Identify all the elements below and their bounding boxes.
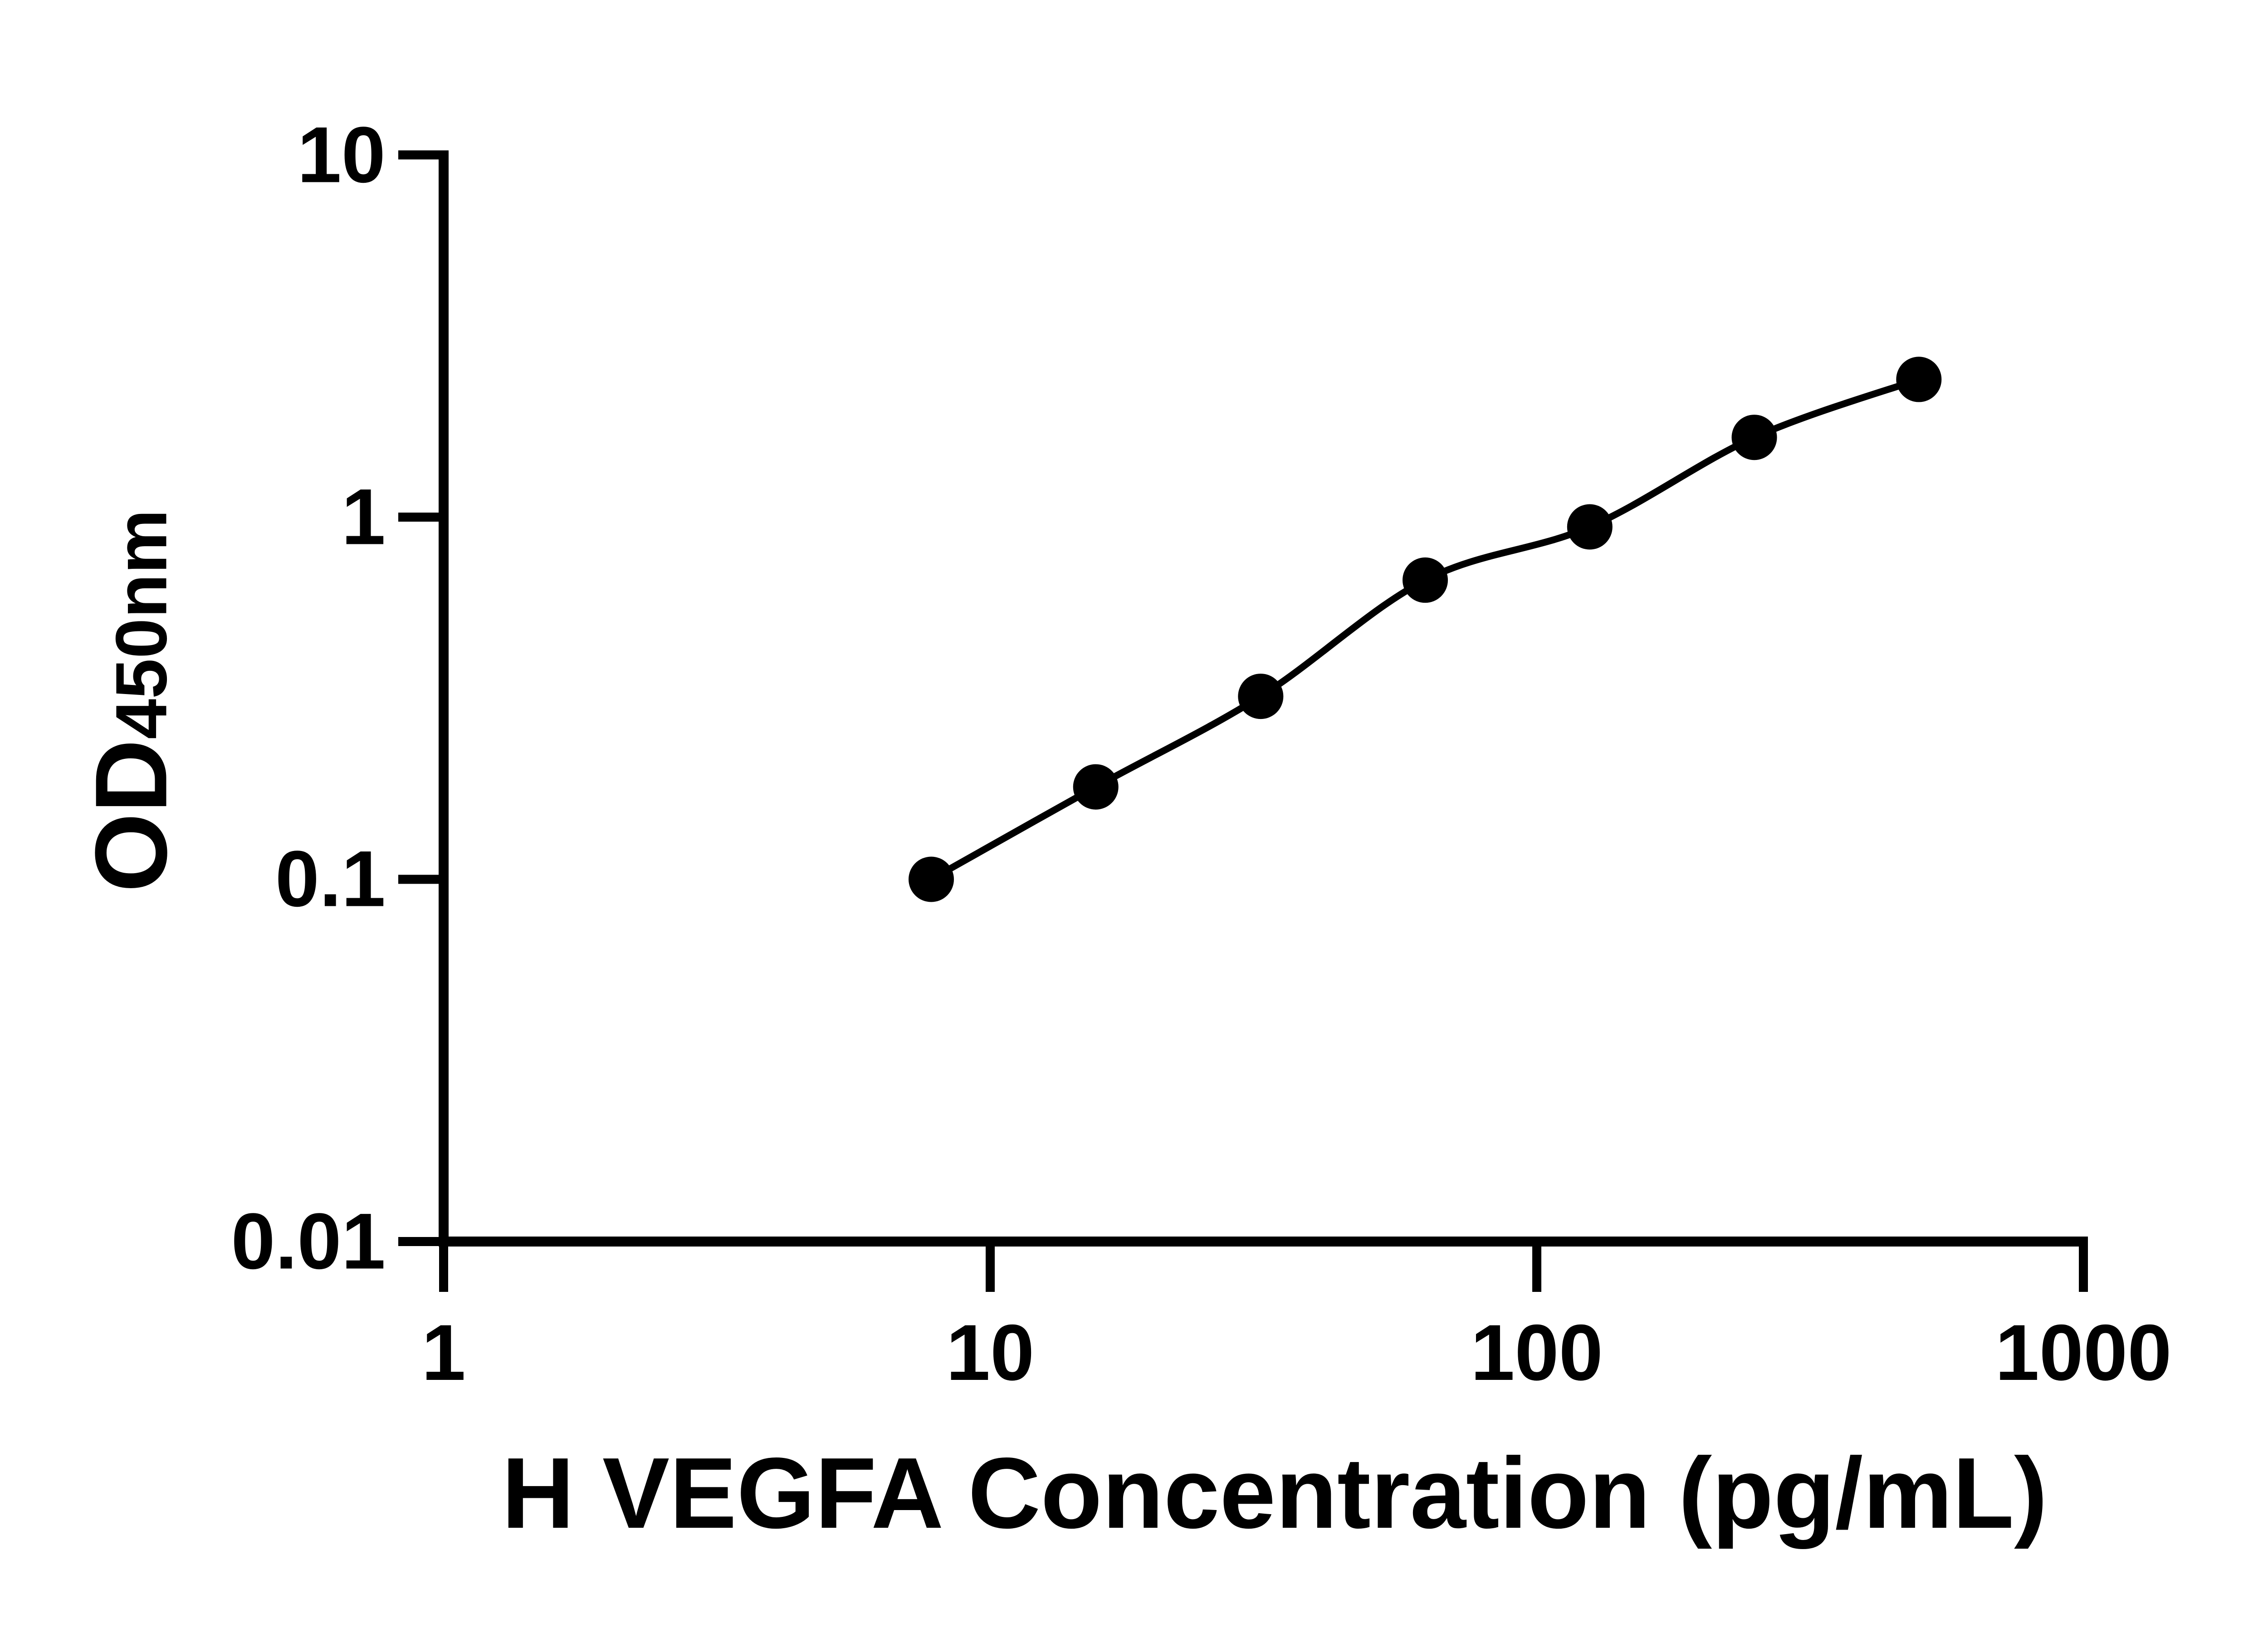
data-point-250 — [1731, 415, 1777, 460]
y-tick-label-10: 10 — [297, 111, 386, 200]
x-tick-label-1000: 1000 — [1995, 1309, 2172, 1397]
y-tick-label-1: 1 — [341, 473, 386, 562]
standard-curve-line — [929, 376, 1920, 883]
data-point-500 — [1896, 357, 1942, 402]
y-tick-label-0.01: 0.01 — [231, 1197, 386, 1286]
data-point-125 — [1567, 504, 1613, 550]
y-tick-label-0.1: 0.1 — [275, 835, 386, 924]
x-tick-label-1: 1 — [421, 1309, 466, 1397]
x-tick-label-10: 10 — [946, 1309, 1035, 1397]
x-tick-label-100: 100 — [1471, 1309, 1603, 1397]
data-point-7.8 — [909, 856, 954, 902]
y-axis-title-sub: 450nm — [100, 509, 182, 739]
data-point-15.6 — [1073, 764, 1119, 810]
x-axis-title: H VEGFA Concentration (pg/mL) — [501, 1437, 2048, 1550]
y-axis-title: OD450nm — [74, 509, 192, 892]
data-point-31.25 — [1238, 674, 1284, 719]
data-point-62.5 — [1403, 557, 1448, 603]
y-axis-title-main: OD — [73, 739, 188, 893]
